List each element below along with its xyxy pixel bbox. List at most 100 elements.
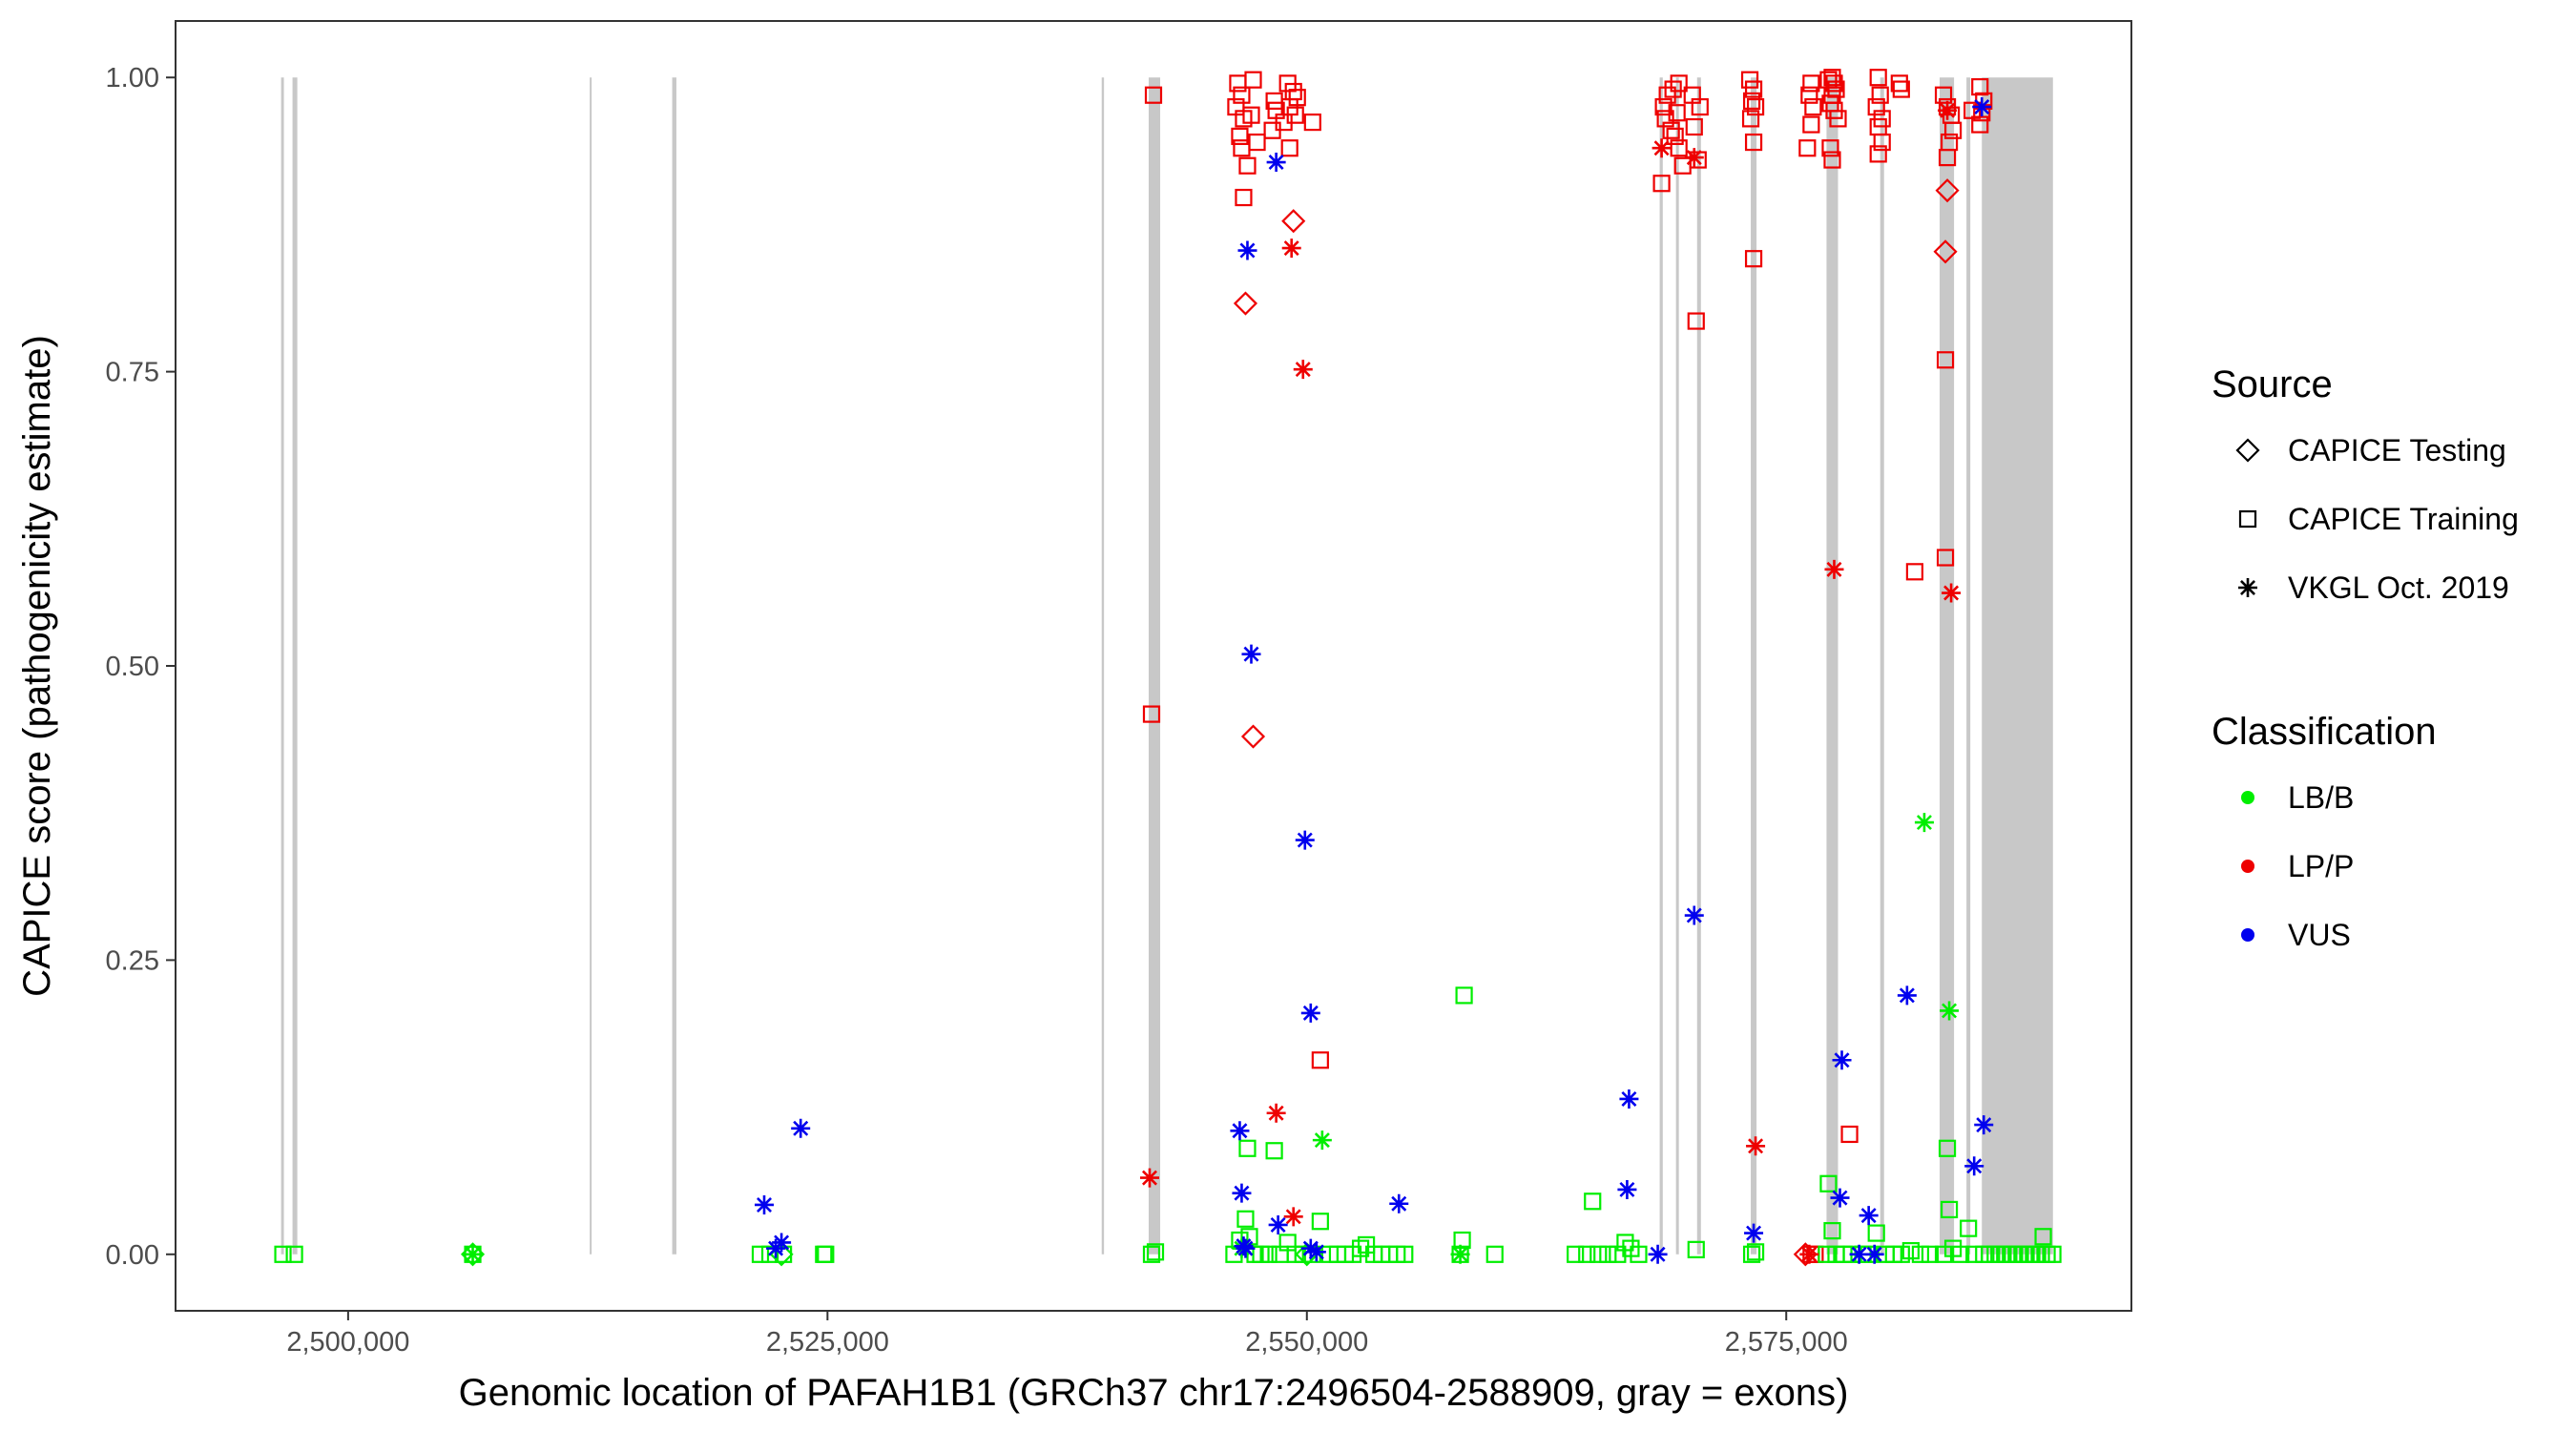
point-square-ee0000-63 — [1840, 1125, 1859, 1144]
point-square-ee0000-31 — [1666, 127, 1684, 145]
point-square-ee0000-46 — [1744, 133, 1763, 152]
point-square-00ee00-68 — [1938, 1139, 1957, 1157]
point-square-00ee00-53 — [1819, 1174, 1838, 1192]
point-asterisk-0000ee-15 — [1306, 1242, 1326, 1262]
point-square-ee0000-0 — [1144, 86, 1163, 104]
point-square-00ee00-52 — [1818, 1245, 1836, 1263]
exon-band-11 — [1826, 77, 1839, 1255]
point-square-ee0000-80 — [1936, 549, 1955, 567]
point-square-ee0000-11 — [1238, 156, 1257, 175]
point-square-ee0000-73 — [1934, 86, 1953, 104]
point-square-ee0000-39 — [1656, 110, 1674, 128]
point-square-ee0000-42 — [1744, 80, 1763, 98]
point-asterisk-0000ee-25 — [1859, 1206, 1879, 1226]
legend-source-entries: CAPICE Testing CAPICE Training VKGL Oct. 2… — [2235, 433, 2519, 605]
point-diamond-ee0000-0 — [1233, 291, 1258, 316]
point-asterisk-ee0000-11 — [1799, 1244, 1819, 1264]
point-diamond-ee0000-2 — [1281, 209, 1306, 234]
y-tick-label-2: 0.50 — [106, 652, 159, 682]
point-asterisk-00ee00-0 — [463, 1244, 483, 1264]
legend-classification-dot-2 — [2241, 928, 2254, 942]
exon-band-8 — [1675, 77, 1679, 1255]
y-tick-label-3: 0.75 — [106, 358, 159, 388]
point-square-ee0000-64 — [1869, 69, 1887, 87]
legend-classification-entries: LB/B LP/P VUS — [2241, 780, 2354, 952]
point-diamond-ee0000-4 — [1933, 239, 1958, 264]
point-square-ee0000-56 — [1827, 80, 1845, 98]
point-asterisk-0000ee-12 — [1295, 830, 1315, 850]
point-square-00ee00-3 — [751, 1245, 770, 1263]
point-square-ee0000-71 — [1890, 74, 1908, 93]
point-square-ee0000-27 — [1658, 86, 1676, 104]
point-square-ee0000-35 — [1685, 117, 1703, 136]
point-square-00ee00-54 — [1823, 1222, 1841, 1240]
point-asterisk-0000ee-24 — [1849, 1244, 1869, 1264]
y-tick-label-0: 0.00 — [106, 1240, 159, 1271]
point-square-ee0000-8 — [1231, 127, 1249, 145]
point-asterisk-ee0000-5 — [1652, 138, 1672, 158]
point-asterisk-0000ee-23 — [1830, 1188, 1850, 1208]
point-square-ee0000-24 — [1311, 1051, 1329, 1069]
point-square-00ee00-42 — [1584, 1192, 1602, 1211]
exon-band-15 — [1982, 77, 2053, 1255]
point-square-ee0000-81 — [1905, 563, 1923, 581]
point-square-ee0000-38 — [1691, 97, 1709, 116]
point-square-00ee00-60 — [1867, 1224, 1885, 1242]
point-square-00ee00-24 — [1311, 1213, 1329, 1231]
point-square-00ee00-65 — [1911, 1245, 1930, 1263]
exon-bands — [280, 77, 2053, 1255]
point-asterisk-ee0000-8 — [1824, 559, 1844, 579]
point-square-00ee00-39 — [1485, 1245, 1504, 1263]
point-square-00ee00-66 — [1921, 1245, 1940, 1263]
point-asterisk-0000ee-2 — [772, 1233, 792, 1253]
y-axis: 0.00 0.25 0.50 0.75 1.00 — [106, 63, 176, 1271]
point-asterisk-0000ee-10 — [1266, 153, 1286, 173]
point-square-ee0000-79 — [1936, 351, 1955, 369]
point-square-00ee00-29 — [1351, 1239, 1370, 1257]
point-square-00ee00-71 — [1952, 1245, 1970, 1263]
point-asterisk-00ee00-1 — [1312, 1130, 1332, 1151]
legend-classification-label-1: LP/P — [2288, 849, 2354, 883]
point-square-ee0000-76 — [1943, 121, 1963, 139]
point-asterisk-00ee00-3 — [1914, 813, 1934, 833]
point-square-ee0000-22 — [1280, 139, 1298, 157]
legend-source-title: Source — [2212, 363, 2333, 405]
y-axis-title: CAPICE score (pathogenicity estimate) — [16, 335, 58, 997]
point-square-00ee00-46 — [1616, 1234, 1634, 1252]
point-asterisk-0000ee-11 — [1268, 1214, 1288, 1234]
point-square-00ee00-9 — [1146, 1243, 1165, 1261]
point-square-ee0000-65 — [1871, 86, 1889, 104]
exon-band-3 — [590, 77, 592, 1255]
point-asterisk-ee0000-9 — [1938, 100, 1958, 120]
point-asterisk-0000ee-7 — [1236, 1238, 1256, 1258]
point-square-ee0000-50 — [1804, 97, 1822, 116]
point-square-ee0000-45 — [1741, 110, 1760, 128]
point-square-00ee00-17 — [1259, 1245, 1278, 1263]
point-asterisk-0000ee-17 — [1619, 1089, 1639, 1109]
point-square-00ee00-12 — [1236, 1210, 1255, 1228]
point-diamond-ee0000-1 — [1240, 724, 1266, 749]
point-square-ee0000-60 — [1829, 110, 1847, 128]
point-square-ee0000-26 — [1652, 175, 1671, 193]
y-tick-label-4: 1.00 — [106, 63, 159, 93]
point-square-00ee00-8 — [1142, 1245, 1161, 1263]
point-asterisk-0000ee-9 — [1241, 644, 1261, 664]
point-diamond-ee0000-3 — [1935, 178, 1960, 203]
point-asterisk-0000ee-28 — [1964, 1156, 1984, 1176]
x-tick-label-2: 2,550,000 — [1245, 1327, 1368, 1358]
point-square-ee0000-47 — [1744, 250, 1763, 268]
point-square-00ee00-64 — [1901, 1241, 1920, 1260]
exon-band-7 — [1659, 77, 1663, 1255]
point-square-ee0000-72 — [1892, 80, 1910, 98]
point-square-00ee00-37 — [1453, 1231, 1471, 1250]
x-tick-label-3: 2,575,000 — [1725, 1327, 1848, 1358]
point-asterisk-0000ee-16 — [1389, 1193, 1409, 1213]
legend: Source CAPICE Testing CAPICE Training VKGL… — [2212, 363, 2519, 952]
exon-band-5 — [1101, 77, 1105, 1255]
point-square-ee0000-69 — [1873, 133, 1891, 152]
point-asterisk-0000ee-5 — [1232, 1183, 1252, 1203]
point-square-ee0000-52 — [1798, 139, 1817, 157]
point-square-00ee00-7 — [817, 1245, 835, 1263]
point-square-00ee00-86 — [2034, 1228, 2052, 1246]
point-asterisk-ee0000-7 — [1746, 1136, 1766, 1156]
